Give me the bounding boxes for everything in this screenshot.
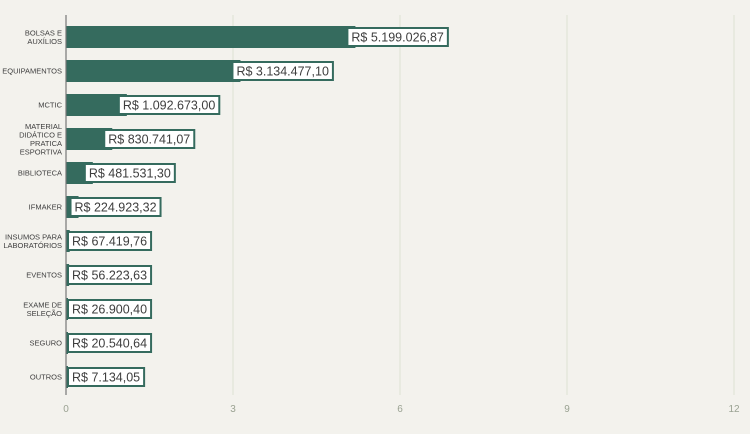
value-label-box (67, 367, 146, 387)
axes: 0 3 6 9 12 (63, 15, 740, 415)
value-label-group: R$ 1.092.673,00 (117, 95, 221, 115)
category-label: MATERIAL DIDÁTICO E PRATICA ESPORTIVA (19, 122, 62, 157)
value-label: R$ 224.923,32 (75, 201, 157, 215)
value-label: R$ 3.134.477,10 (236, 65, 328, 79)
value-label-group: R$ 830.741,07 (103, 129, 196, 149)
bar (66, 128, 113, 150)
x-tick-label: 6 (397, 404, 403, 415)
value-label-box (346, 27, 449, 47)
value-label-group: R$ 224.923,32 (69, 197, 162, 217)
value-label: R$ 20.540,64 (72, 337, 147, 351)
value-label: R$ 56.223,63 (72, 269, 147, 283)
value-label-group: R$ 67.419,76 (67, 231, 153, 251)
value-label-group: R$ 56.223,63 (67, 265, 153, 285)
x-tick-label: 0 (63, 404, 69, 415)
value-label: R$ 67.419,76 (72, 235, 147, 249)
value-label-box (231, 61, 334, 81)
labels: BOLSAS E AUXÍLIOS R$ 5.199.026,87 EQUIPAMEN… (2, 27, 449, 387)
value-label-box (67, 231, 153, 251)
category-label: SEGURO (29, 339, 62, 348)
category-label: OUTROS (30, 373, 62, 382)
category-label: EXAME DE SELEÇÃO (23, 300, 62, 318)
value-label-box (83, 163, 176, 183)
x-tick-label: 12 (728, 404, 740, 415)
bar (66, 60, 241, 82)
category-label: IFMAKER (29, 203, 63, 212)
category-label: BIBLIOTECA (18, 169, 62, 178)
value-label-box (103, 129, 196, 149)
value-label-group: R$ 481.531,30 (83, 163, 176, 183)
value-label: R$ 7.134,05 (72, 371, 140, 385)
value-label: R$ 5.199.026,87 (351, 31, 443, 45)
value-label-group: R$ 3.134.477,10 (231, 61, 334, 81)
value-label-box (117, 95, 221, 115)
category-label: INSUMOS PARA LABORATÓRIOS (3, 232, 62, 250)
x-tick-label: 3 (230, 404, 236, 415)
value-label-group: R$ 20.540,64 (67, 333, 153, 353)
value-label: R$ 481.531,30 (89, 167, 171, 181)
value-label-box (69, 197, 162, 217)
value-label: R$ 830.741,07 (108, 133, 190, 147)
value-label-group: R$ 7.134,05 (67, 367, 146, 387)
value-label: R$ 1.092.673,00 (123, 99, 215, 113)
category-label: EVENTOS (26, 271, 62, 280)
value-label-box (67, 333, 153, 353)
value-label-box (67, 299, 153, 319)
category-label: BOLSAS E AUXÍLIOS (25, 28, 62, 46)
bar (66, 94, 127, 116)
grid-lines (232, 15, 735, 395)
x-tick-label: 9 (564, 404, 570, 415)
category-label: MCTIC (38, 101, 62, 110)
value-label: R$ 26.900,40 (72, 303, 147, 317)
value-label-group: R$ 5.199.026,87 (346, 27, 449, 47)
value-label-box (67, 265, 153, 285)
value-label-group: R$ 26.900,40 (67, 299, 153, 319)
bar (66, 26, 356, 48)
category-label: EQUIPAMENTOS (2, 67, 62, 76)
